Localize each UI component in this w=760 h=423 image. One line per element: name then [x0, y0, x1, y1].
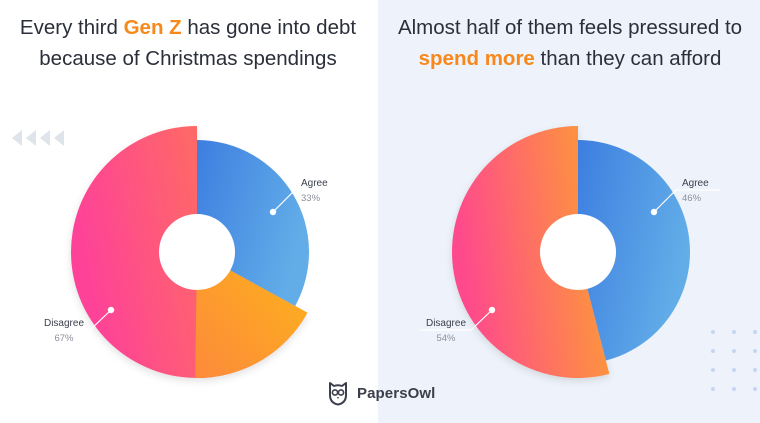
brand-name: PapersOwl — [357, 384, 436, 402]
chart2-value-disagree: 54% — [436, 333, 456, 344]
arrow-left-icon — [12, 130, 22, 146]
brand-logo: PapersOwl — [326, 380, 435, 406]
chart2-slice-agree — [578, 140, 690, 361]
right-title-highlight: spend more — [418, 47, 535, 70]
owl-icon — [329, 382, 347, 406]
decorative-dot-grid — [711, 330, 757, 391]
chart1-leader-disagree — [38, 309, 112, 331]
chart1-slice-disagree-accent — [195, 252, 308, 379]
chart2-label-agree: Agree — [682, 178, 709, 189]
chart2-leader-dot-agree — [650, 208, 658, 216]
chart1-leader-dot-agree — [269, 208, 277, 216]
chart1-center-hole — [159, 214, 235, 290]
arrow-left-icon — [54, 130, 64, 146]
chart1-label-agree: Agree — [301, 178, 328, 189]
chart1-label-disagree: Disagree — [44, 318, 84, 329]
arrow-left-icon — [26, 130, 36, 146]
decorative-arrows — [12, 130, 64, 146]
chart2-leader-disagree — [420, 309, 493, 331]
chart1-value-agree: 33% — [301, 193, 321, 204]
chart2-center-hole — [540, 214, 616, 290]
chart2-label-disagree: Disagree — [426, 318, 466, 329]
chart1-leader-dot-disagree — [107, 306, 115, 314]
chart2-leader-agree — [653, 189, 720, 213]
left-title-highlight: Gen Z — [123, 16, 182, 39]
chart1-value-disagree: 67% — [54, 333, 74, 344]
arrow-left-icon — [40, 130, 50, 146]
left-chart-title: Every third Gen Z has gone into debt bec… — [19, 16, 357, 70]
chart2-leader-dot-disagree — [488, 306, 496, 314]
right-chart-title: Almost half of them feels pressured to s… — [397, 16, 743, 70]
chart2-value-agree: 46% — [682, 193, 702, 204]
chart2-slice-disagree — [451, 126, 610, 378]
chart1-leader-agree — [272, 189, 339, 213]
